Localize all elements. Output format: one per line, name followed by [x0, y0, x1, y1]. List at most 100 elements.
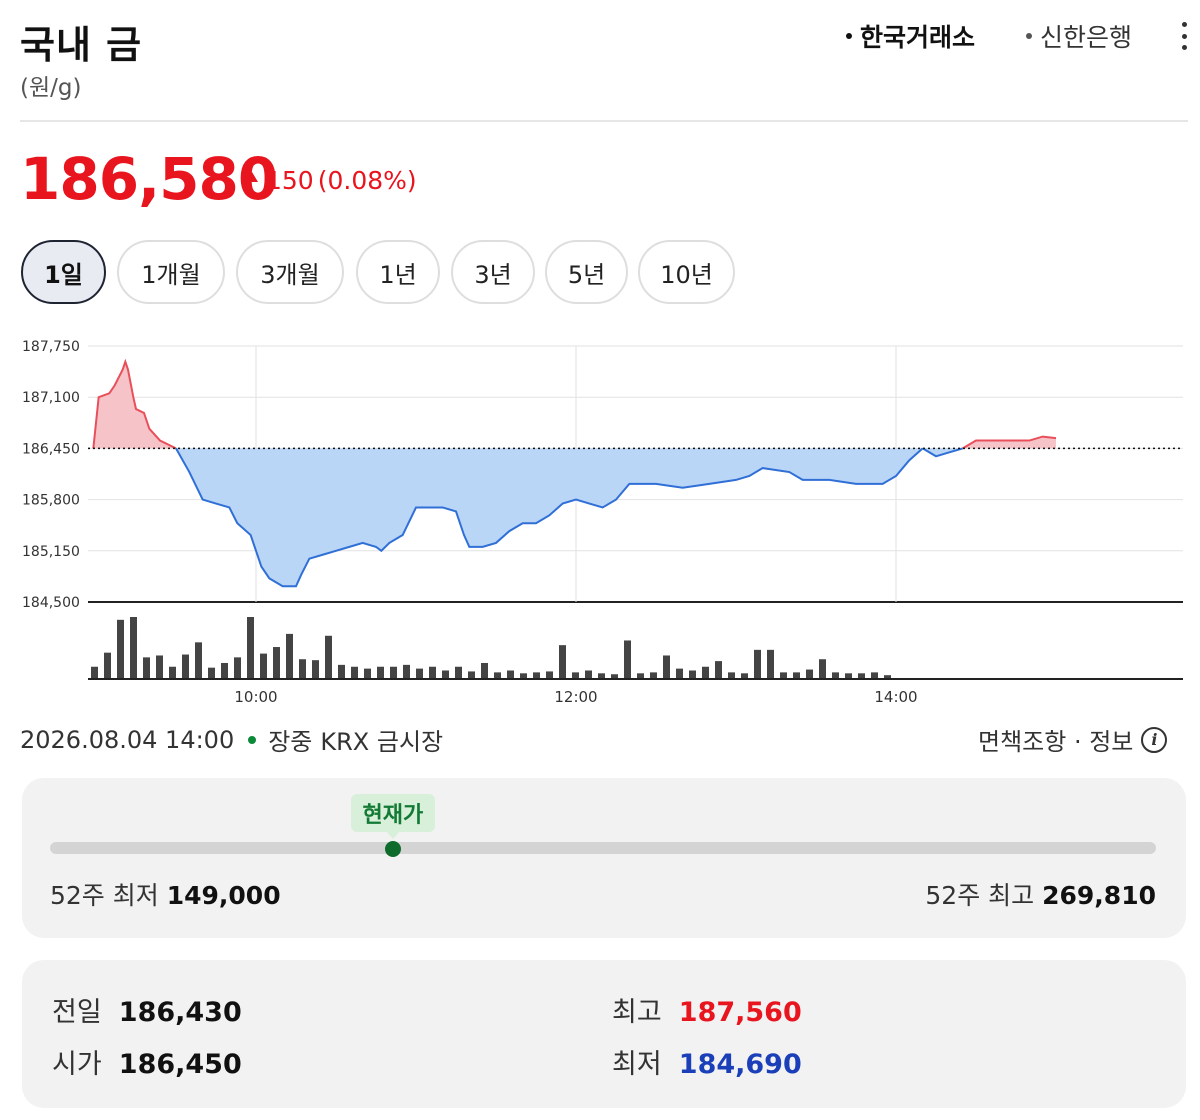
disclaimer-link[interactable]: 면책조항 · 정보 i	[978, 722, 1168, 757]
volume-bar	[533, 672, 540, 678]
volume-bar	[507, 670, 514, 678]
range-low-label: 52주 최저	[50, 881, 159, 910]
status-datetime: 2026.08.04 14:00	[20, 725, 235, 754]
volume-bar	[169, 666, 176, 678]
period-5y-button[interactable]: 5년	[545, 240, 628, 304]
volume-bar	[195, 642, 202, 678]
period-1d-button[interactable]: 1일	[21, 240, 106, 304]
status-state: 장중	[268, 728, 313, 756]
volume-bar	[247, 617, 254, 678]
volume-bar	[520, 673, 527, 678]
volume-bar	[468, 671, 475, 678]
volume-bar	[806, 669, 813, 678]
status-market: KRX 금시장	[320, 728, 444, 756]
stat-low: 최저 184,690	[612, 1042, 802, 1081]
y-tick-label: 187,100	[22, 390, 80, 406]
source-krx-tab[interactable]: 한국거래소	[846, 18, 975, 54]
current-price: 186,580	[20, 145, 278, 213]
volume-bar	[442, 670, 449, 678]
volume-bar	[754, 649, 761, 678]
more-vertical-icon[interactable]	[1176, 18, 1192, 54]
volume-bar	[832, 672, 839, 678]
unit-label: (원/g)	[20, 75, 82, 101]
change-amount: 150	[266, 166, 314, 195]
range-high: 52주 최고 269,810	[925, 876, 1156, 912]
current-position-marker	[384, 841, 401, 857]
volume-bar	[286, 633, 293, 678]
volume-bar	[663, 655, 670, 678]
stat-prev-close: 전일 186,430	[52, 990, 242, 1029]
period-3y-button[interactable]: 3년	[451, 240, 535, 304]
volume-bar	[325, 635, 332, 678]
volume-bar	[559, 645, 566, 678]
price-line-down	[175, 447, 924, 588]
volume-bar	[182, 654, 189, 678]
stat-low-label: 최저	[612, 1049, 662, 1080]
volume-bar	[455, 666, 462, 678]
volume-bar	[130, 617, 137, 678]
source-shinhan-tab[interactable]: 신한은행	[1026, 18, 1132, 54]
y-tick-label: 185,150	[22, 544, 80, 560]
period-1m-button[interactable]: 1개월	[117, 240, 225, 304]
volume-bar	[351, 666, 358, 678]
stat-open-label: 시가	[52, 1049, 102, 1080]
volume-bar	[585, 670, 592, 678]
volume-bar	[312, 660, 319, 678]
volume-bar	[377, 666, 384, 678]
bullet-icon	[846, 33, 852, 39]
stat-prev-close-value: 186,430	[118, 997, 242, 1028]
volume-bar	[884, 675, 891, 678]
range-high-label: 52주 최고	[925, 881, 1035, 910]
info-icon: i	[1141, 726, 1168, 753]
range-52w-track	[50, 842, 1156, 854]
volume-bar	[208, 667, 215, 678]
volume-bar	[780, 672, 787, 678]
volume-bar	[637, 673, 644, 678]
volume-bar	[845, 673, 852, 678]
area-up	[962, 436, 1056, 449]
current-price-tag: 현재가	[350, 794, 435, 832]
volume-bar	[338, 664, 345, 678]
volume-bar	[273, 647, 280, 678]
volume-bar	[793, 672, 800, 678]
change-percent: (0.08%)	[317, 166, 417, 195]
stat-open-value: 186,450	[118, 1049, 242, 1080]
area-down	[176, 448, 923, 587]
y-tick-label: 184,500	[22, 595, 80, 611]
stat-high-label: 최고	[612, 997, 662, 1028]
volume-bar	[598, 673, 605, 678]
volume-bar	[364, 668, 371, 678]
price-line-up	[962, 435, 1057, 450]
volume-bar	[871, 672, 878, 678]
period-3m-button[interactable]: 3개월	[236, 240, 344, 304]
volume-bar	[260, 653, 267, 678]
volume-bar	[767, 649, 774, 678]
live-dot-icon	[248, 735, 257, 744]
volume-bar	[156, 655, 163, 678]
volume-bar	[546, 671, 553, 678]
stats-card	[22, 960, 1186, 1108]
disclaimer-label: 면책조항 · 정보	[978, 728, 1134, 756]
volume-bar	[689, 670, 696, 678]
stat-prev-close-label: 전일	[52, 997, 102, 1028]
price-line-down	[922, 447, 963, 458]
source-krx-label: 한국거래소	[860, 23, 976, 52]
volume-bar	[858, 673, 865, 678]
volume-bar	[650, 672, 657, 678]
y-tick-label: 185,800	[22, 493, 80, 509]
volume-bar	[416, 668, 423, 678]
period-10y-button[interactable]: 10년	[638, 240, 735, 304]
price-chart[interactable]: 187,750 187,100 186,450 185,800 185,150 184,5…	[0, 330, 1200, 710]
period-1y-button[interactable]: 1년	[356, 240, 440, 304]
volume-bar	[91, 666, 98, 678]
source-shinhan-label: 신한은행	[1040, 23, 1133, 52]
y-tick-label: 187,750	[22, 339, 80, 355]
page-title: 국내 금	[20, 23, 143, 67]
volume-bar	[143, 657, 150, 678]
range-52w-card	[22, 778, 1186, 938]
stat-high: 최고 187,560	[612, 990, 802, 1029]
divider	[20, 120, 1188, 122]
range-high-value: 269,810	[1042, 881, 1156, 910]
volume-bar	[299, 659, 306, 678]
volume-bar	[572, 672, 579, 678]
